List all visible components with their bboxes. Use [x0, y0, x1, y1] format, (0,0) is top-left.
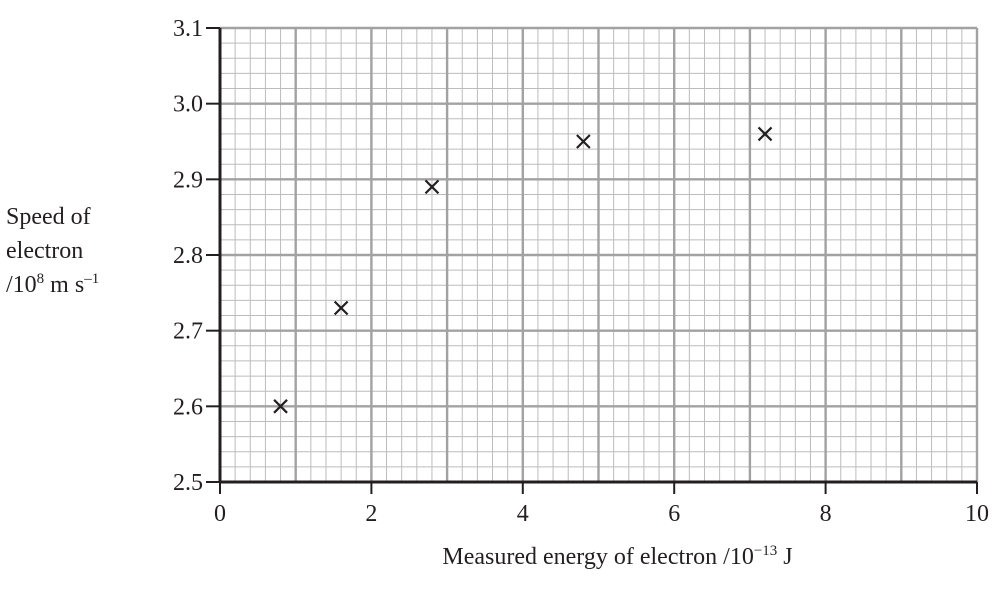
y-tick-label: 3.0	[173, 92, 203, 118]
data-point-marker	[424, 179, 440, 195]
x-axis-label: Measured energy of electron /10−13 J	[0, 542, 995, 572]
x-tick-label: 4	[517, 501, 529, 527]
data-point-stroke	[333, 300, 349, 316]
x-tick-label: 6	[668, 501, 680, 527]
x-tick-label: 10	[965, 501, 989, 527]
y-tick-label: 2.9	[173, 167, 203, 193]
y-axis-label-line2: electron	[6, 238, 84, 264]
y-axis-unit-exponent: –1	[84, 271, 100, 287]
y-tick-label: 2.6	[173, 394, 203, 420]
x-tick-label: 8	[820, 501, 832, 527]
data-point-marker	[273, 399, 288, 414]
x-tick-label: 2	[365, 501, 377, 527]
y-tick-label: 2.5	[173, 470, 203, 496]
y-axis-label-line3: /108 m s–1	[6, 268, 156, 302]
data-point-marker	[576, 134, 591, 149]
y-axis-label: Speed of electron /108 m s–1	[6, 200, 156, 302]
y-tick-label: 2.7	[173, 319, 203, 345]
x-axis-label-text: Measured energy of electron /10	[442, 544, 754, 570]
y-tick-label: 3.1	[173, 16, 203, 42]
y-axis-unit: m s	[44, 272, 85, 298]
data-point-stroke	[424, 179, 440, 195]
y-axis-unit-prefix: /10	[6, 272, 37, 298]
data-point-stroke	[576, 134, 591, 149]
data-point-stroke	[757, 126, 773, 142]
y-axis-label-line1: Speed of	[6, 204, 91, 230]
y-tick-label: 2.8	[173, 243, 203, 269]
x-axis-label-power: −13	[753, 543, 778, 559]
data-point-marker	[333, 300, 349, 316]
data-point-stroke	[273, 399, 288, 414]
data-point-marker	[757, 126, 773, 142]
x-tick-label: 0	[214, 501, 226, 527]
y-axis-unit-power: 8	[36, 271, 45, 287]
x-axis-label-unit: J	[777, 544, 793, 570]
